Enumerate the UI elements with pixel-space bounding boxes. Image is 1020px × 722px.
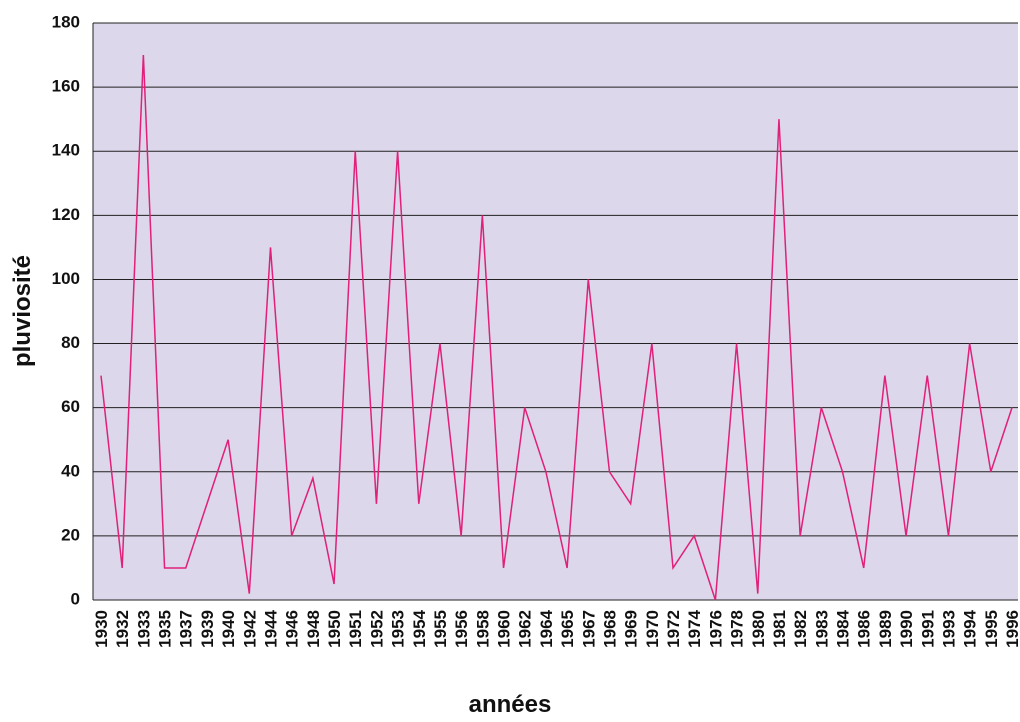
plot-area: [93, 23, 1018, 600]
x-tick-label: 1948: [304, 610, 323, 648]
x-tick-label: 1972: [664, 610, 683, 648]
x-tick-label: 1958: [473, 610, 492, 648]
x-tick-label: 1952: [367, 610, 386, 648]
x-tick-label: 1968: [600, 610, 619, 648]
x-tick-label: 1935: [156, 610, 175, 648]
x-tick-label: 1969: [622, 610, 641, 648]
x-tick-label: 1953: [389, 610, 408, 648]
x-tick-label: 1967: [579, 610, 598, 648]
y-tick-label: 0: [71, 589, 80, 608]
x-tick-label: 1956: [452, 610, 471, 648]
x-tick-label: 1970: [643, 610, 662, 648]
x-tick-label: 1960: [495, 610, 514, 648]
x-tick-label: 1991: [918, 610, 937, 648]
x-tick-label: 1990: [897, 610, 916, 648]
x-tick-label: 1996: [1003, 610, 1020, 648]
y-tick-label: 20: [61, 525, 80, 544]
y-tick-label: 100: [52, 269, 80, 288]
x-tick-label: 1994: [961, 609, 980, 647]
x-tick-label: 1932: [113, 610, 132, 648]
x-tick-label: 1950: [325, 610, 344, 648]
x-tick-label: 1955: [431, 610, 450, 648]
y-tick-label: 80: [61, 333, 80, 352]
x-tick-label: 1946: [283, 610, 302, 648]
x-tick-label: 1976: [706, 610, 725, 648]
y-tick-label: 40: [61, 461, 80, 480]
x-tick-label: 1982: [791, 610, 810, 648]
x-tick-label: 1944: [261, 609, 280, 647]
x-tick-label: 1940: [219, 610, 238, 648]
y-axis-title: pluviosité: [9, 255, 36, 367]
y-tick-label: 180: [52, 12, 80, 31]
x-tick-label: 1939: [198, 610, 217, 648]
y-tick-label: 140: [52, 141, 80, 160]
x-axis-title: années: [469, 691, 552, 718]
y-tick-label: 60: [61, 397, 80, 416]
data-line: [100, 55, 1013, 601]
x-tick-label: 1993: [939, 610, 958, 648]
x-tick-label: 1930: [92, 610, 111, 648]
x-tick-label: 1986: [855, 610, 874, 648]
x-tick-label: 1964: [537, 609, 556, 647]
x-tick-label: 1937: [177, 610, 196, 648]
x-tick-label: 1962: [516, 610, 535, 648]
x-tick-label: 1983: [812, 610, 831, 648]
x-tick-label: 1933: [134, 610, 153, 648]
x-tick-label: 1974: [685, 609, 704, 647]
y-tick-label: 120: [52, 205, 80, 224]
x-tick-label: 1978: [728, 610, 747, 648]
x-tick-label: 1942: [240, 610, 259, 648]
x-tick-label: 1995: [982, 610, 1001, 648]
x-tick-label: 1980: [749, 610, 768, 648]
x-tick-label: 1954: [410, 609, 429, 647]
x-tick-label: 1984: [834, 609, 853, 647]
x-tick-label: 1989: [876, 610, 895, 648]
y-tick-label: 160: [52, 77, 80, 96]
x-tick-label: 1965: [558, 610, 577, 648]
x-tick-label: 1981: [770, 610, 789, 648]
x-tick-label: 1951: [346, 610, 365, 648]
